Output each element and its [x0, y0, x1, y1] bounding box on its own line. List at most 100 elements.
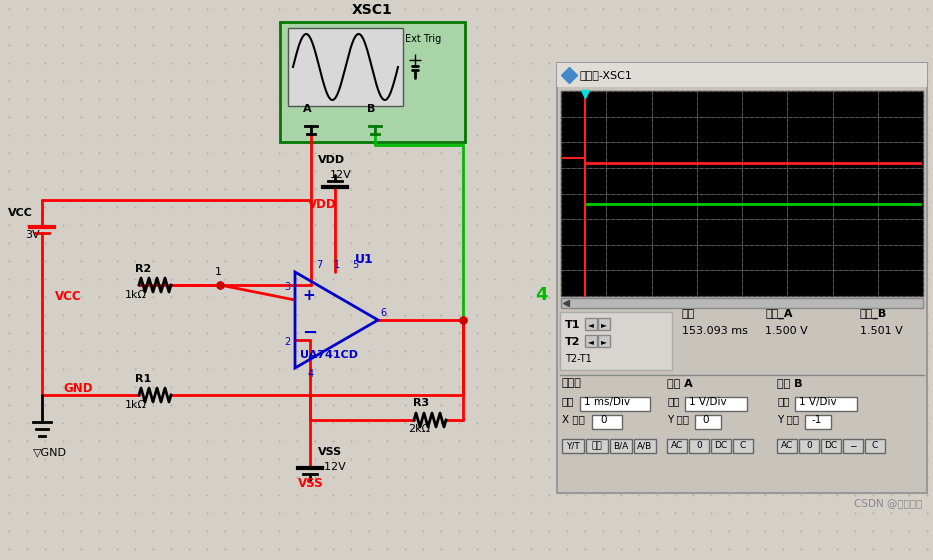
Bar [689, 439, 709, 453]
Text: 5: 5 [352, 260, 358, 270]
Text: AC: AC [671, 441, 683, 450]
Text: 2kΩ: 2kΩ [408, 424, 430, 434]
Bar [667, 439, 687, 453]
Text: B/A: B/A [613, 441, 629, 450]
Bar [795, 397, 857, 411]
Text: C: C [871, 441, 878, 450]
Bar [634, 439, 656, 453]
Bar [598, 318, 610, 330]
Text: 1 ms/Div: 1 ms/Div [584, 397, 630, 407]
Text: AC: AC [781, 441, 793, 450]
Text: VSS: VSS [298, 477, 324, 490]
Text: VDD: VDD [318, 155, 345, 165]
Text: 2: 2 [284, 337, 290, 347]
Text: 1kΩ: 1kΩ [125, 400, 147, 410]
Text: 通道 B: 通道 B [777, 378, 802, 388]
Text: 0: 0 [702, 415, 708, 425]
Bar [695, 415, 721, 429]
Text: ◄: ◄ [588, 338, 594, 347]
Text: 1.501 V: 1.501 V [860, 326, 903, 336]
Text: DC: DC [825, 441, 838, 450]
Text: 1kΩ: 1kΩ [125, 290, 147, 300]
Text: GND: GND [63, 382, 92, 395]
Bar [585, 318, 597, 330]
Bar [592, 415, 622, 429]
Bar [561, 298, 923, 308]
Text: 通道_A: 通道_A [765, 309, 792, 319]
Bar [865, 439, 885, 453]
Text: ►: ► [601, 338, 607, 347]
Text: B: B [367, 104, 375, 114]
Text: 比例: 比例 [562, 396, 575, 406]
Bar [821, 439, 841, 453]
Text: VSS: VSS [318, 447, 342, 457]
Text: C: C [740, 441, 746, 450]
Text: Y 位置: Y 位置 [777, 414, 799, 424]
Text: 4: 4 [308, 369, 314, 379]
Bar [685, 397, 747, 411]
Text: 1.500 V: 1.500 V [765, 326, 808, 336]
Text: 12V: 12V [330, 170, 352, 180]
Text: 0: 0 [696, 441, 702, 450]
Text: U1: U1 [355, 253, 374, 266]
Text: T2-T1: T2-T1 [565, 354, 592, 364]
Text: T1: T1 [565, 320, 580, 330]
Text: T2: T2 [565, 337, 580, 347]
Text: 通道_B: 通道_B [860, 309, 887, 319]
Text: 6: 6 [380, 308, 386, 318]
Text: VDD: VDD [308, 198, 337, 211]
Text: UA741CD: UA741CD [300, 350, 358, 360]
Bar [733, 439, 753, 453]
Text: X 位置: X 位置 [562, 414, 585, 424]
Text: ▽GND: ▽GND [33, 447, 67, 457]
Text: 3V: 3V [25, 230, 39, 240]
Text: 比例: 比例 [777, 396, 789, 406]
Text: VCC: VCC [8, 208, 33, 218]
Text: 示波器-XSC1: 示波器-XSC1 [579, 70, 632, 80]
Text: 153.093 ms: 153.093 ms [682, 326, 748, 336]
Text: CSDN @千里洁山: CSDN @千里洁山 [854, 498, 922, 508]
Bar [580, 397, 650, 411]
Text: VCC: VCC [55, 290, 81, 303]
Text: Y/T: Y/T [566, 441, 580, 450]
Bar [561, 91, 923, 296]
Text: −: − [849, 441, 856, 450]
Text: R2: R2 [135, 264, 151, 274]
Bar [598, 335, 610, 347]
Text: 3: 3 [284, 282, 290, 292]
Bar [560, 312, 672, 370]
Bar [557, 63, 927, 87]
Text: 1 V/Div: 1 V/Div [799, 397, 837, 407]
Text: A: A [303, 104, 312, 114]
Text: 1 V/Div: 1 V/Div [689, 397, 727, 407]
Text: -12V: -12V [320, 462, 346, 472]
Text: 时间轴: 时间轴 [562, 378, 582, 388]
Bar [805, 415, 831, 429]
Bar [610, 439, 632, 453]
Text: R3: R3 [413, 398, 429, 408]
Text: A/B: A/B [637, 441, 652, 450]
Text: -1: -1 [812, 415, 822, 425]
Bar [557, 63, 927, 493]
Bar [843, 439, 863, 453]
Bar [711, 439, 731, 453]
Bar [799, 439, 819, 453]
Bar [562, 439, 584, 453]
Text: XSC1: XSC1 [352, 3, 393, 17]
Text: DC: DC [715, 441, 728, 450]
Text: −: − [302, 324, 317, 342]
Text: Ext Trig: Ext Trig [405, 34, 441, 44]
Text: +: + [302, 288, 314, 303]
Text: 4: 4 [535, 286, 548, 304]
Text: ►: ► [601, 320, 607, 329]
Text: ◄: ◄ [588, 320, 594, 329]
Text: 7: 7 [316, 260, 322, 270]
Text: 0: 0 [600, 415, 606, 425]
Text: 0: 0 [806, 441, 812, 450]
Text: 通道 A: 通道 A [667, 378, 692, 388]
Text: 1: 1 [334, 260, 341, 270]
Bar [288, 28, 403, 106]
Bar [777, 439, 797, 453]
Bar [586, 439, 608, 453]
Text: 1: 1 [215, 267, 222, 277]
